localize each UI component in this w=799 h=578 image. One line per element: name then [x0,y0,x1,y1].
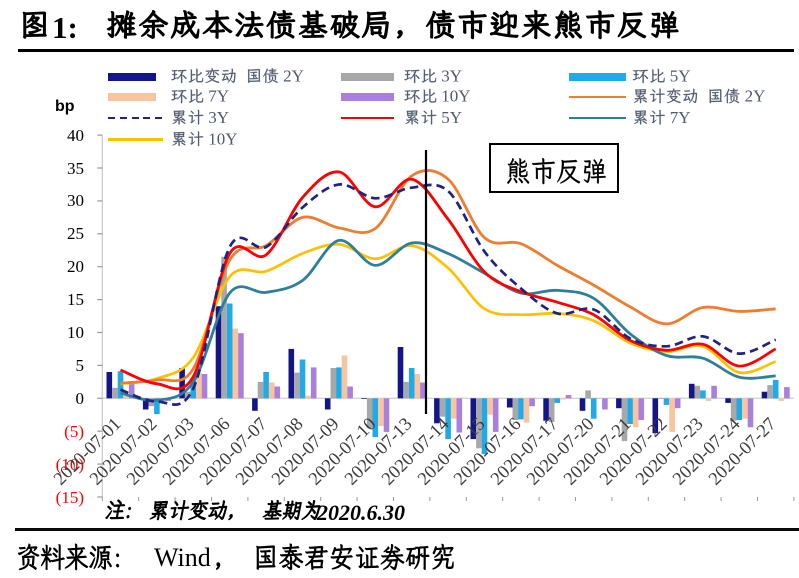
svg-text:3Y: 3Y [441,67,462,86]
svg-text:2Y: 2Y [745,87,766,106]
svg-text:10Y: 10Y [441,87,470,106]
svg-text:5Y: 5Y [670,67,691,86]
svg-text:7Y: 7Y [670,108,691,127]
svg-text:3Y: 3Y [208,108,229,127]
svg-text:5Y: 5Y [441,108,462,127]
svg-text:7Y: 7Y [208,87,229,106]
svg-text:2Y: 2Y [283,67,304,86]
svg-text:10Y: 10Y [208,130,237,149]
